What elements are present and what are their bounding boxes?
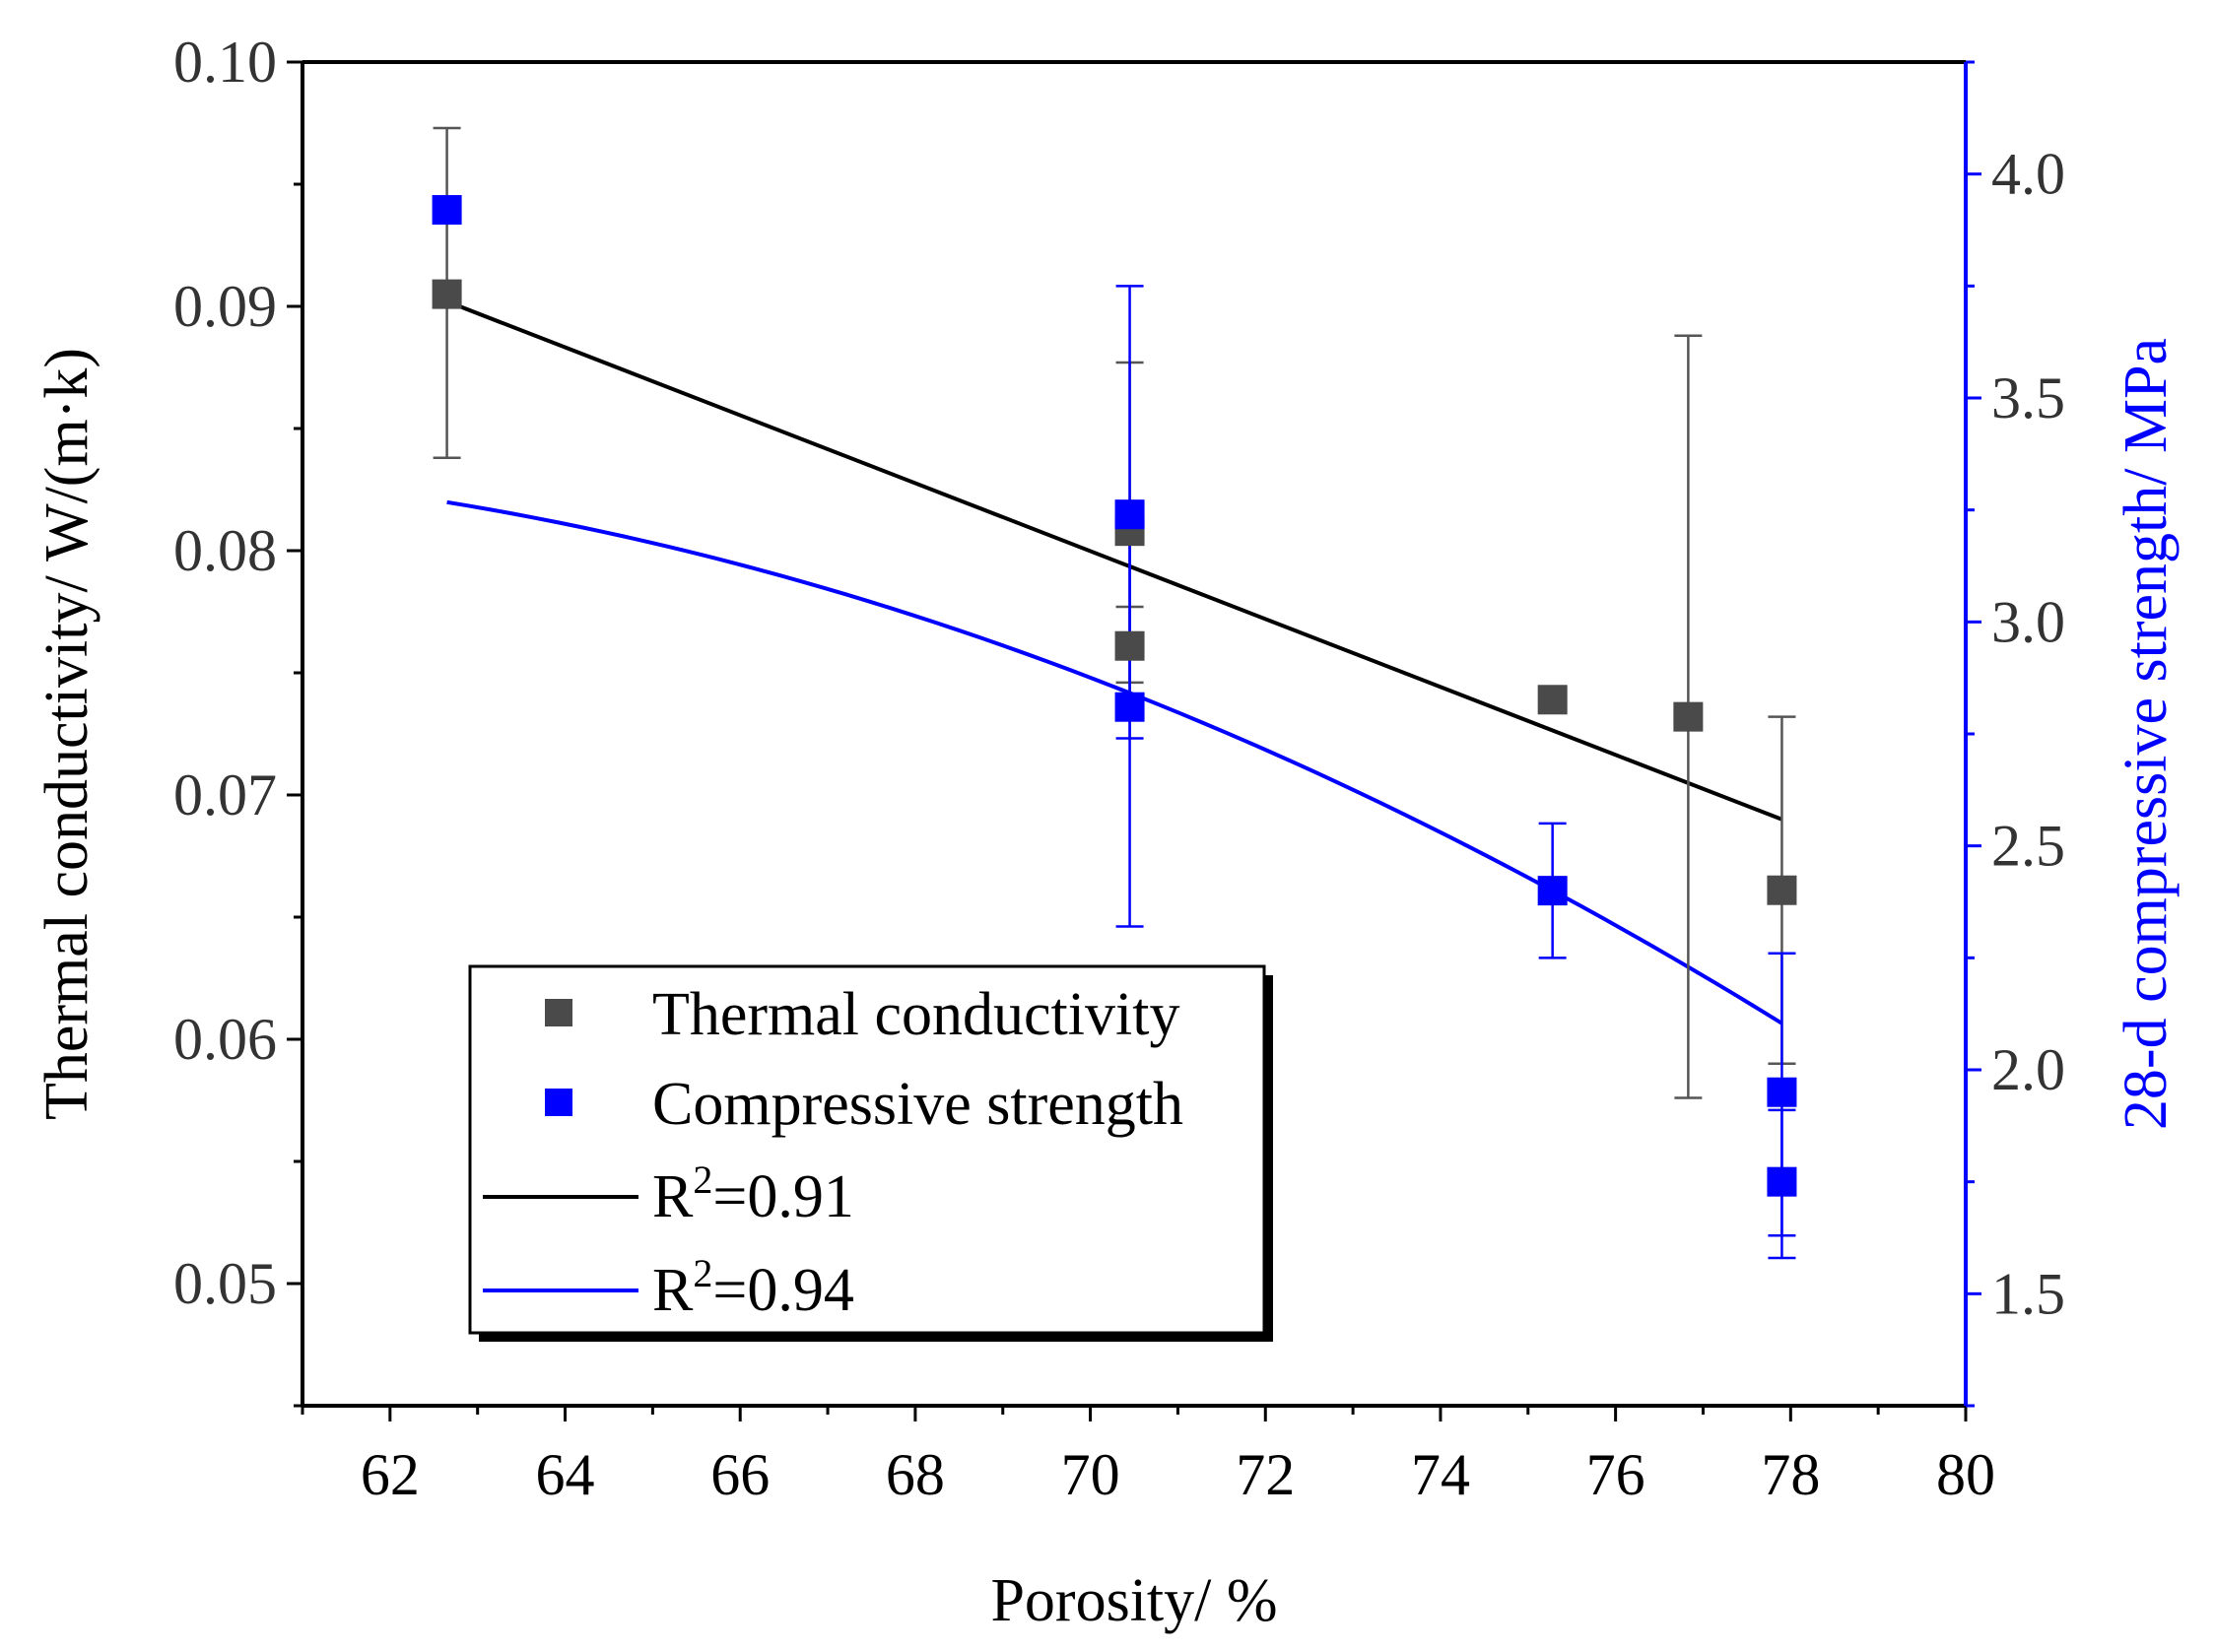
y-tick-label: 0.05 <box>173 1251 277 1316</box>
x-tick-label: 74 <box>1411 1442 1470 1507</box>
x-tick-label: 62 <box>361 1442 420 1507</box>
y2-tick-label: 4.0 <box>1991 142 2065 207</box>
y2-tick-label: 3.5 <box>1991 365 2065 430</box>
axis-ticks: 62 64 66 68 70 72 74 76 78 80 0.05 0.06 0.07 0.08 0.09… <box>173 30 2065 1507</box>
y-tick-label: 0.10 <box>173 30 277 95</box>
x-tick-label: 80 <box>1936 1442 1995 1507</box>
data-point-marker <box>1114 630 1145 661</box>
fit-strength-label-sup: 2 <box>693 1251 712 1295</box>
y-tick-label: 0.09 <box>173 274 277 339</box>
legend-box <box>468 964 1266 1335</box>
x-tick-label: 76 <box>1586 1442 1645 1507</box>
legend-marker-thermal-conductivity <box>545 999 572 1026</box>
data-point-marker <box>432 279 462 309</box>
data-point-marker <box>1767 875 1797 905</box>
fit-strength-label-base: R <box>652 1257 694 1324</box>
legend-marker-compressive-strength <box>545 1089 572 1116</box>
fit-line <box>445 299 1783 822</box>
x-axis-title: Porosity/ % <box>990 1567 1277 1634</box>
right-y-axis-title: 28-d compressive strength/ MPa <box>2113 338 2180 1130</box>
y-tick-label: 0.08 <box>173 518 277 583</box>
x-tick-label: 78 <box>1761 1442 1820 1507</box>
fit-thermal-label-rest: =0.91 <box>712 1163 853 1230</box>
data-point-marker <box>1767 1077 1797 1107</box>
data-markers <box>432 195 1797 1197</box>
data-point-marker <box>432 195 462 226</box>
x-tick-label: 68 <box>886 1442 945 1507</box>
x-tick-label: 72 <box>1236 1442 1295 1507</box>
y-tick-label: 0.06 <box>173 1007 277 1072</box>
x-tick-label: 70 <box>1061 1442 1120 1507</box>
data-point-marker <box>1673 701 1704 732</box>
x-tick-label: 64 <box>536 1442 595 1507</box>
fit-strength-label-rest: =0.94 <box>712 1257 853 1324</box>
x-tick-label: 66 <box>710 1442 770 1507</box>
data-point-marker <box>1537 685 1568 715</box>
legend-label-fit-thermal: R2=0.91 <box>652 1157 854 1230</box>
data-point-marker <box>1114 692 1145 722</box>
y2-tick-label: 2.0 <box>1991 1037 2065 1102</box>
left-y-axis-title: Thermal conductivity/ W/(m·k) <box>34 348 101 1120</box>
y2-tick-label: 2.5 <box>1991 814 2065 879</box>
data-point-marker <box>1537 876 1568 906</box>
data-point-marker <box>1767 1166 1797 1197</box>
legend-label-fit-strength: R2=0.94 <box>652 1251 854 1324</box>
y-tick-label: 0.07 <box>173 762 277 827</box>
legend: Thermal conductivity Compressive strengt… <box>468 964 1273 1342</box>
fit-thermal-label-sup: 2 <box>693 1157 712 1202</box>
legend-label-compressive-strength: Compressive strength <box>652 1071 1183 1138</box>
data-point-marker <box>1114 499 1145 530</box>
y2-tick-label: 1.5 <box>1991 1261 2065 1326</box>
fit-thermal-label-base: R <box>652 1163 694 1230</box>
y2-tick-label: 3.0 <box>1991 589 2065 654</box>
legend-label-thermal-conductivity: Thermal conductivity <box>652 981 1179 1048</box>
